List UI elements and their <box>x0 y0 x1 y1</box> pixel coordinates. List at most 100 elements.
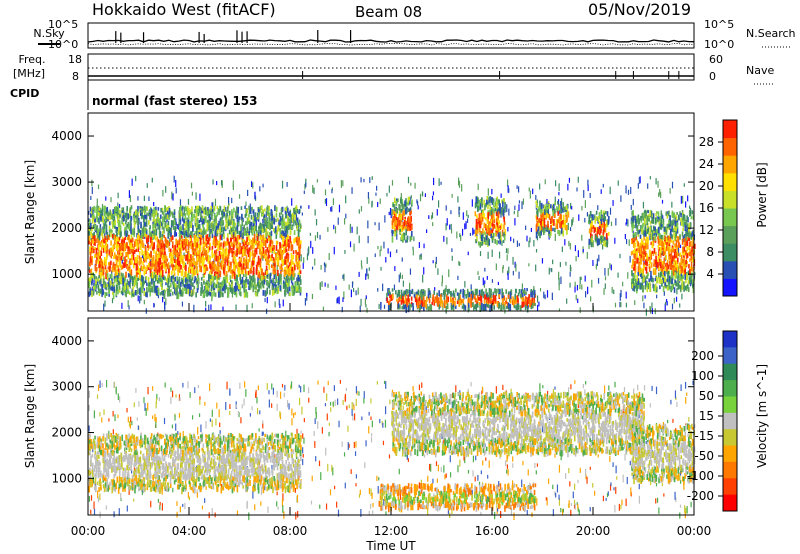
echo-cell <box>548 267 550 275</box>
echo-cell <box>270 230 273 236</box>
echo-cell <box>219 291 222 298</box>
echo-cell <box>210 205 213 212</box>
echo-cell <box>195 223 198 231</box>
echo-cell <box>145 216 148 222</box>
echo-cell <box>194 270 197 276</box>
echo-cell <box>110 197 112 203</box>
echo-cell <box>99 263 101 268</box>
echo-cell <box>157 246 160 252</box>
echo-cell <box>125 271 127 278</box>
echo-cell <box>292 250 295 255</box>
echo-cell <box>223 263 225 270</box>
echo-cell <box>245 254 248 262</box>
echo-cell <box>121 287 124 292</box>
echo-cell <box>239 262 242 268</box>
echo-cell <box>152 256 155 262</box>
echo-cell <box>167 220 170 228</box>
echo-cell <box>281 244 283 249</box>
echo-cell <box>155 218 158 226</box>
echo-cell <box>203 280 205 285</box>
echo-cell <box>130 249 133 254</box>
echo-cell <box>181 235 183 239</box>
echo-cell <box>239 269 241 276</box>
echo-cell <box>539 183 541 190</box>
echo-cell <box>248 255 251 263</box>
echo-cell <box>145 221 148 227</box>
echo-cell <box>579 307 581 314</box>
echo-cell <box>135 175 137 182</box>
echo-cell <box>249 207 252 215</box>
echo-cell <box>625 185 627 194</box>
echo-cell <box>268 274 271 280</box>
echo-cell <box>231 269 234 275</box>
echo-cell <box>190 231 192 237</box>
echo-cell <box>543 217 546 223</box>
echo-cell <box>97 284 100 290</box>
echo-cell <box>508 188 510 193</box>
echo-cell <box>218 241 220 248</box>
echo-cell <box>587 286 589 295</box>
echo-cell <box>231 247 233 254</box>
echo-cell <box>131 178 133 186</box>
echo-cell <box>367 235 369 244</box>
echo-cell <box>143 290 146 296</box>
echo-cell <box>89 246 91 252</box>
echo-cell <box>135 290 138 296</box>
echo-cell <box>209 256 212 261</box>
echo-cell <box>125 220 127 225</box>
echo-cell <box>126 230 129 237</box>
echo-cell <box>110 232 112 238</box>
echo-cell <box>297 239 300 246</box>
echo-cell <box>286 264 288 269</box>
echo-cell <box>225 248 228 252</box>
echo-cell <box>285 248 288 252</box>
echo-cell <box>264 208 266 212</box>
echo-cell <box>254 191 256 200</box>
echo-cell <box>193 304 195 313</box>
echo-cell <box>224 248 227 253</box>
echo-cell <box>224 278 227 286</box>
echo-cell <box>341 306 343 313</box>
echo-cell <box>554 208 556 214</box>
echo-cell <box>105 229 108 235</box>
echo-cell <box>382 283 384 292</box>
echo-cell <box>484 231 486 236</box>
echo-cell <box>553 219 555 226</box>
echo-cell <box>260 252 263 259</box>
echo-cell <box>187 283 189 289</box>
echo-cell <box>196 250 199 255</box>
echo-cell <box>316 179 319 183</box>
echo-cell <box>137 288 139 295</box>
echo-cell <box>133 241 136 248</box>
echo-cell <box>202 273 205 278</box>
echo-cell <box>478 200 481 207</box>
echo-cell <box>238 241 240 245</box>
echo-cell <box>207 286 210 292</box>
echo-cell <box>565 261 567 266</box>
echo-cell <box>310 240 312 249</box>
echo-cell <box>593 227 596 233</box>
echo-cell <box>136 215 138 222</box>
echo-cell <box>175 232 177 237</box>
freq-label: Freq. <box>18 53 45 66</box>
echo-cell <box>494 238 496 244</box>
echo-cell <box>185 287 188 295</box>
echo-cell <box>178 266 180 272</box>
echo-cell <box>571 205 573 210</box>
echo-cell <box>177 264 179 268</box>
echo-cell <box>146 282 148 287</box>
echo-cell <box>218 270 220 274</box>
echo-cell <box>276 258 279 265</box>
echo-cell <box>93 279 95 286</box>
echo-cell <box>174 229 176 237</box>
echo-cell <box>292 274 294 281</box>
echo-cell <box>399 228 402 232</box>
echo-cell <box>116 283 119 289</box>
echo-cell <box>274 281 277 287</box>
echo-cell <box>245 209 247 217</box>
echo-cell <box>235 273 237 278</box>
echo-cell <box>133 291 135 297</box>
echo-cell <box>134 289 137 296</box>
echo-cell <box>116 279 118 286</box>
echo-cell <box>102 216 104 224</box>
